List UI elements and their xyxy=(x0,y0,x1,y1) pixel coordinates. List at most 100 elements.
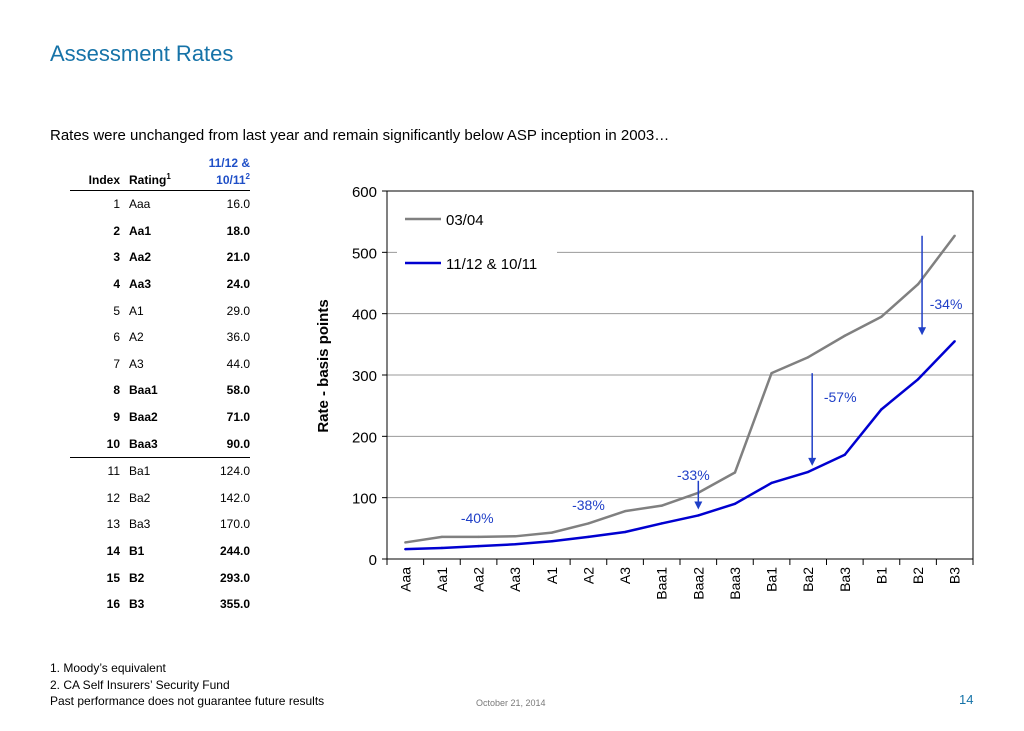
y-tick-label: 600 xyxy=(352,184,377,201)
chart-series xyxy=(404,234,956,551)
cell-index: 12 xyxy=(106,490,120,505)
cell-value: 142.0 xyxy=(219,490,250,505)
cell-value: 24.0 xyxy=(226,277,250,292)
chart-annotations: -40% -38% -33% -57% -34% xyxy=(461,235,962,526)
cell-index: 14 xyxy=(106,544,120,559)
header-rating: Rating1 xyxy=(127,155,192,191)
x-tick-label: B1 xyxy=(873,567,889,584)
table-row: 15 B2 293.0 xyxy=(70,564,250,591)
x-tick-label: Aa1 xyxy=(434,567,450,592)
data-point xyxy=(513,535,517,538)
annotation-label: -57% xyxy=(824,389,857,405)
annotation-label: -38% xyxy=(572,497,605,513)
data-point xyxy=(953,340,956,343)
series-line-2 xyxy=(405,340,956,551)
cell-index: 7 xyxy=(113,356,120,371)
data-point xyxy=(880,408,883,411)
data-point xyxy=(660,504,663,507)
x-tick-label: A3 xyxy=(617,567,633,584)
cell-value: 355.0 xyxy=(219,597,250,612)
cell-index: 15 xyxy=(106,570,120,585)
cell-value: 18.0 xyxy=(226,223,250,238)
table-row: 3 Aa2 21.0 xyxy=(70,244,250,271)
data-point xyxy=(770,481,773,485)
table-row: 13 Ba3 170.0 xyxy=(70,511,250,538)
header-rating-label: Rating xyxy=(129,173,167,187)
annotation-label: -33% xyxy=(677,467,710,483)
x-tick-label: Aa2 xyxy=(471,567,487,592)
page-number: 14 xyxy=(959,692,974,707)
cell-index: 9 xyxy=(113,410,120,425)
y-tick-label: 500 xyxy=(352,245,377,262)
cell-value: 170.0 xyxy=(219,517,250,532)
cell-value: 21.0 xyxy=(226,250,250,265)
cell-rating: Baa1 xyxy=(129,383,158,398)
data-point xyxy=(660,522,663,525)
page-title: Assessment Rates xyxy=(50,41,234,66)
data-point xyxy=(916,378,920,381)
cell-value: 90.0 xyxy=(192,430,250,458)
x-tick-label: B3 xyxy=(947,567,963,584)
cell-index: 8 xyxy=(113,383,120,398)
table-row: 7 A3 44.0 xyxy=(70,351,250,378)
data-point xyxy=(623,530,627,534)
x-tick-label: A2 xyxy=(580,567,596,584)
cell-index: 10 xyxy=(70,430,127,458)
y-tick-label: 300 xyxy=(352,368,377,385)
legend-label: 03/04 xyxy=(446,212,484,229)
data-point xyxy=(697,514,700,517)
cell-value: 44.0 xyxy=(226,356,250,371)
table-row: 6 A2 36.0 xyxy=(70,324,250,351)
cell-value: 124.0 xyxy=(219,464,250,479)
y-axis-label: Rate - basis points xyxy=(315,299,332,432)
table-row: 11 Ba1 124.0 xyxy=(70,457,250,484)
cell-value: 244.0 xyxy=(219,544,250,559)
cell-rating: A1 xyxy=(129,303,144,318)
table-row: 8 Baa1 58.0 xyxy=(70,377,250,404)
cell-rating: Aa1 xyxy=(129,223,152,238)
cell-rating: Ba2 xyxy=(129,490,151,505)
data-point xyxy=(513,543,517,546)
cell-index: 1 xyxy=(113,197,120,212)
data-point xyxy=(953,234,956,237)
page-subtitle: Rates were unchanged from last year and … xyxy=(50,127,670,144)
data-point xyxy=(623,509,627,513)
data-point xyxy=(550,531,554,534)
x-tick-label: Baa1 xyxy=(654,567,670,600)
table-header-row: Index Rating1 11/12 & 10/112 xyxy=(70,155,250,191)
data-point xyxy=(806,356,810,359)
data-point xyxy=(440,535,444,539)
data-point xyxy=(550,540,554,543)
cell-rating: Aa2 xyxy=(129,250,152,265)
footnotes: 1. Moody’s equivalent 2. CA Self Insurer… xyxy=(50,660,324,710)
cell-rating: Aa3 xyxy=(129,277,152,292)
annotation-arrowhead xyxy=(808,457,817,466)
cell-index: 11 xyxy=(107,464,120,479)
x-tick-label: Aaa xyxy=(397,567,413,592)
x-tick-label: Aa3 xyxy=(507,567,523,592)
x-tick-label: Baa2 xyxy=(690,567,706,600)
cell-index: 16 xyxy=(106,597,120,612)
table-row: 10 Baa3 90.0 xyxy=(70,430,250,458)
cell-index: 2 xyxy=(113,223,120,238)
cell-value: 58.0 xyxy=(226,383,250,398)
header-value-line1: 11/12 & xyxy=(208,156,250,170)
cell-index: 6 xyxy=(113,330,120,345)
data-point xyxy=(843,334,847,337)
cell-value: 36.0 xyxy=(226,330,250,345)
y-tick-label: 400 xyxy=(352,307,377,324)
data-point xyxy=(440,546,444,550)
disclaimer: Past performance does not guarantee futu… xyxy=(50,694,325,708)
cell-rating: Baa2 xyxy=(129,410,158,425)
cell-value: 71.0 xyxy=(226,410,250,425)
cell-rating: Baa3 xyxy=(127,430,192,458)
chart-gridlines xyxy=(387,251,973,499)
data-point xyxy=(770,371,773,375)
cell-rating: A3 xyxy=(129,356,144,371)
x-axis-ticks: Aaa Aa1 Aa2 Aa3 A1 A2 A3 Baa1 Baa2 Baa3 Ba1 Ba2 Ba3 B… xyxy=(386,559,974,600)
cell-index: 4 xyxy=(113,277,120,292)
x-tick-label: Baa3 xyxy=(727,567,743,600)
cell-rating: A2 xyxy=(129,330,144,345)
cell-index: 3 xyxy=(113,250,120,265)
